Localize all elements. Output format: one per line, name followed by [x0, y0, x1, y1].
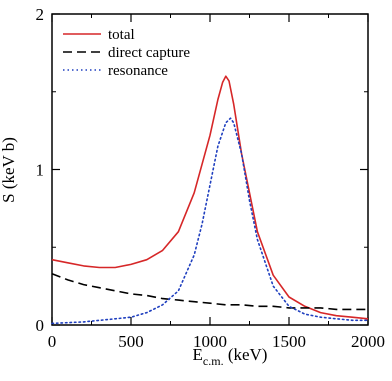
ticks: 0 500 1000 1500 2000 0 1 2 [36, 5, 386, 351]
y-axis-label: S (keV b) [0, 137, 18, 203]
x-tick-label: 1500 [272, 332, 306, 351]
x-axis-label-main: E [193, 345, 203, 364]
y-tick-label: 2 [36, 5, 45, 24]
x-tick-label: 500 [118, 332, 144, 351]
y-tick-label: 0 [36, 316, 45, 335]
x-axis-label-unit: (keV) [224, 345, 268, 364]
legend: total direct capture resonance [63, 27, 190, 79]
legend-label-total: total [108, 27, 135, 43]
legend-label-resonance: resonance [108, 63, 168, 79]
series-line-total [51, 75, 369, 320]
x-axis-label: Ec.m. (keV) [193, 345, 268, 368]
legend-label-direct-capture: direct capture [108, 45, 190, 61]
series-line-resonance [51, 117, 369, 325]
x-tick-label: 0 [48, 332, 57, 351]
series-line-direct-capture [51, 272, 368, 311]
x-tick-label: 1000 [193, 332, 227, 351]
x-tick-label: 2000 [351, 332, 385, 351]
y-tick-label: 1 [36, 161, 45, 180]
series-layer [51, 75, 369, 325]
x-axis-label-subscript: c.m. [203, 354, 224, 368]
plot-frame [51, 13, 369, 326]
